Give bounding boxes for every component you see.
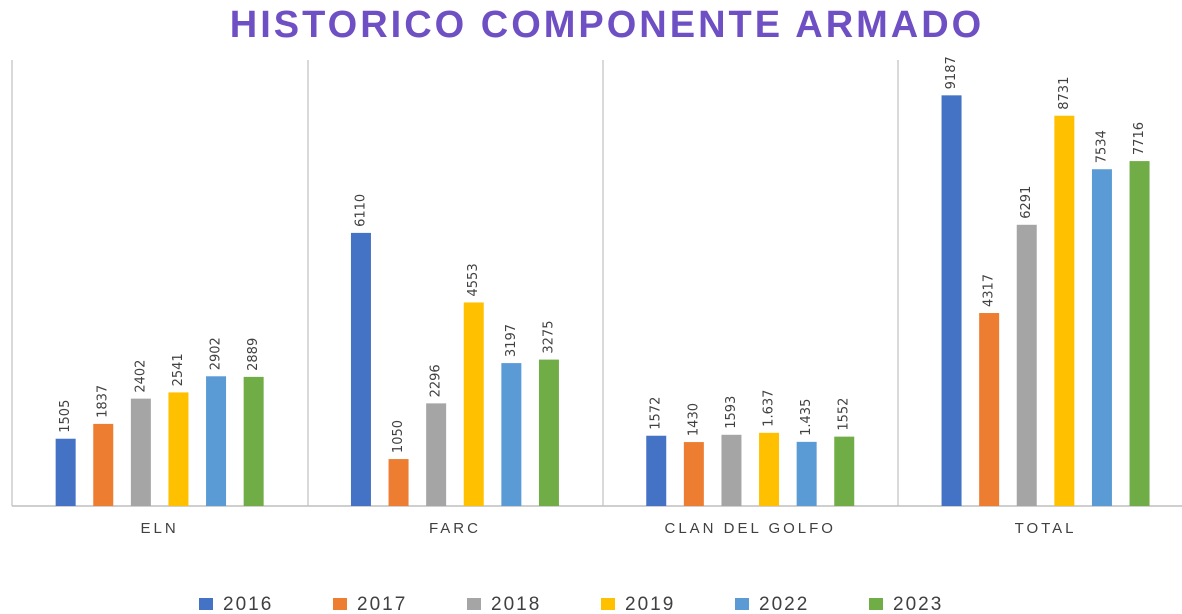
bar <box>834 436 855 506</box>
data-label: 2541 <box>171 353 186 386</box>
data-label: 1430 <box>686 403 701 436</box>
data-label: 2296 <box>429 364 444 397</box>
bar <box>1091 169 1112 506</box>
bar <box>350 232 371 506</box>
legend-swatch <box>601 598 615 610</box>
x-tick-label: TOTAL <box>1015 520 1077 537</box>
x-tick-label: CLAN DEL GOLFO <box>665 520 836 537</box>
data-label: 1572 <box>649 397 664 430</box>
chart-title: HISTORICO COMPONENTE ARMADO <box>229 4 985 46</box>
legend-swatch <box>199 598 213 610</box>
bar <box>55 438 76 506</box>
bar <box>501 363 522 506</box>
bar <box>243 376 264 506</box>
data-label: 6291 <box>1019 186 1034 219</box>
bar <box>979 313 1000 506</box>
data-label: 4317 <box>982 274 997 307</box>
data-label: 1552 <box>837 398 852 431</box>
bar <box>426 403 447 506</box>
legend-label: 2022 <box>759 594 809 614</box>
data-label: 3197 <box>504 324 519 357</box>
legend-label: 2017 <box>357 594 407 614</box>
data-label: 1050 <box>391 420 406 453</box>
data-label: 4553 <box>466 263 481 296</box>
bar <box>683 442 704 506</box>
bar <box>538 359 559 506</box>
legend-label: 2023 <box>893 594 943 614</box>
data-label: 7716 <box>1132 122 1147 155</box>
bar <box>1054 115 1075 506</box>
legend-swatch <box>735 598 749 610</box>
data-label: 3275 <box>541 321 556 354</box>
legend-label: 2018 <box>491 594 541 614</box>
bar <box>93 423 114 506</box>
bar <box>463 302 484 506</box>
legend-swatch <box>869 598 883 610</box>
bar <box>130 398 151 506</box>
data-label: 8731 <box>1057 77 1072 110</box>
x-tick-label: ELN <box>141 520 179 537</box>
data-label: 9187 <box>944 56 959 89</box>
bar <box>759 432 780 506</box>
data-label: 6110 <box>353 194 368 227</box>
data-label: 1505 <box>58 400 73 433</box>
bar <box>721 434 742 506</box>
x-tick-label: FARC <box>429 520 481 537</box>
data-label: 2902 <box>209 337 224 370</box>
data-label: 1593 <box>724 396 739 429</box>
data-label: 2889 <box>246 338 261 371</box>
data-label: 1.637 <box>762 390 777 427</box>
bar <box>388 459 409 506</box>
data-label: 7534 <box>1094 130 1109 163</box>
legend-label: 2019 <box>625 594 675 614</box>
bar <box>1129 161 1150 507</box>
bar <box>796 441 817 506</box>
data-label: 2402 <box>133 360 148 393</box>
bar <box>168 392 189 506</box>
bar <box>206 376 227 506</box>
data-label: 1.435 <box>799 399 814 436</box>
data-label: 1837 <box>96 385 111 418</box>
legend-swatch <box>467 598 481 610</box>
bar <box>646 435 667 506</box>
bar <box>941 95 962 507</box>
legend-swatch <box>333 598 347 610</box>
separators <box>11 60 899 506</box>
bar <box>1016 224 1037 506</box>
legend-label: 2016 <box>223 594 273 614</box>
